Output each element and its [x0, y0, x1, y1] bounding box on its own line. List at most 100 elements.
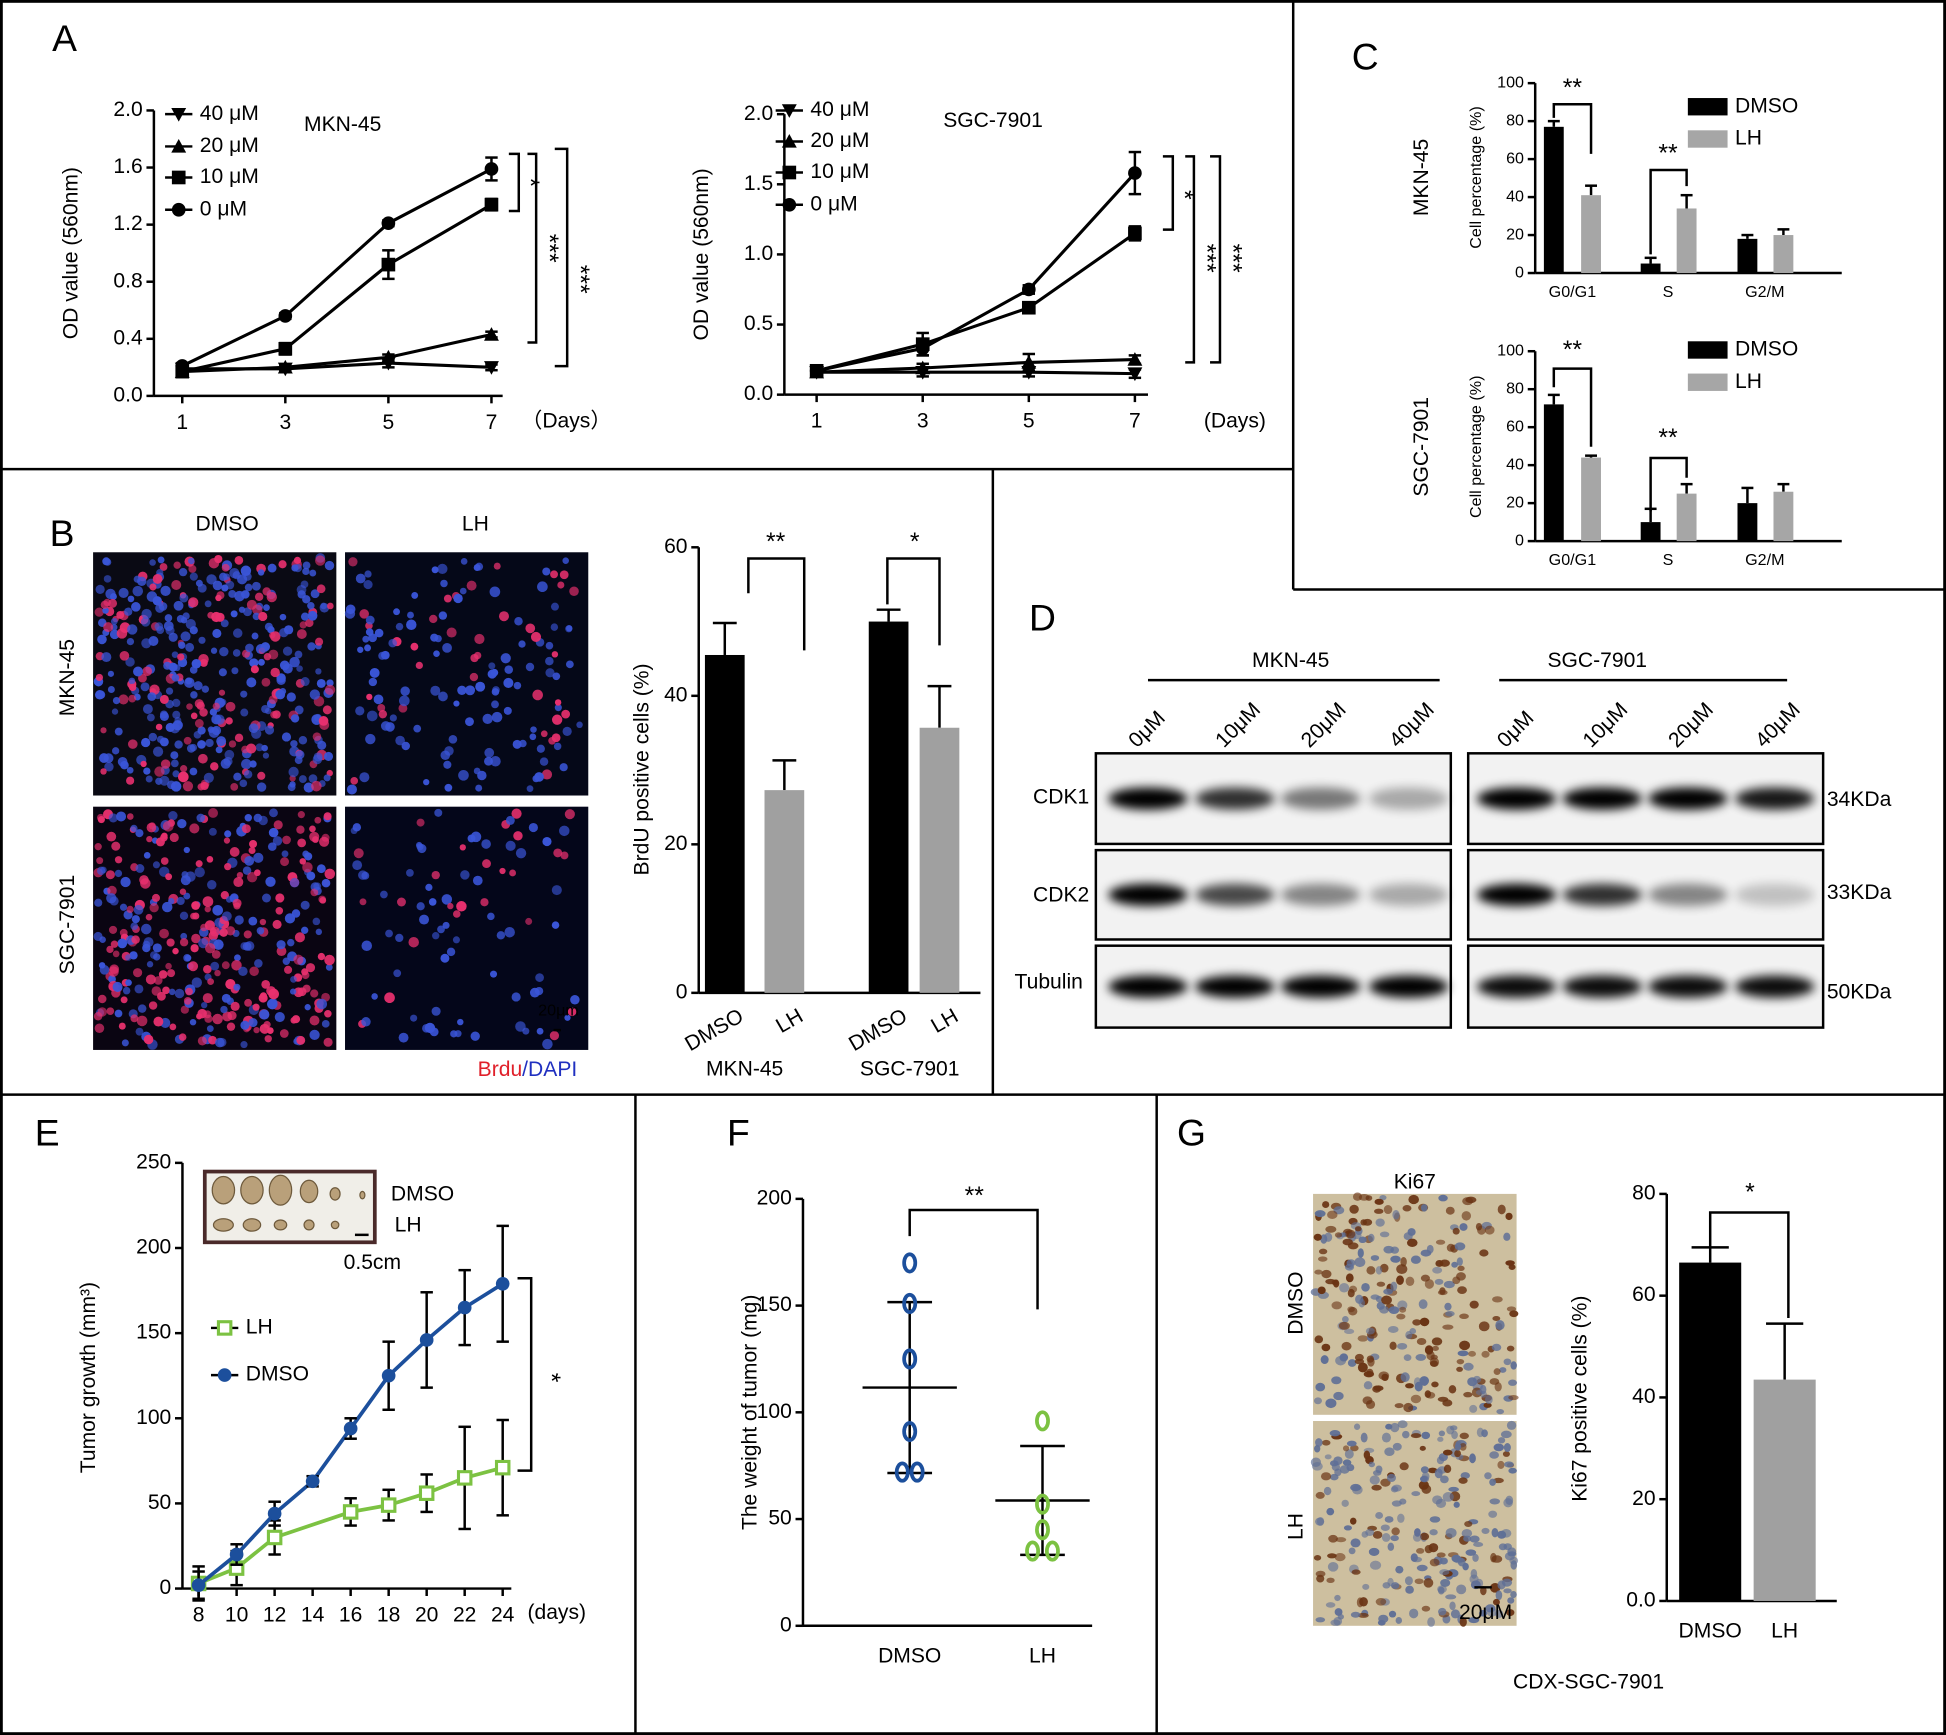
cell-nucleus	[490, 755, 501, 767]
cell-nucleus	[312, 917, 321, 926]
marker	[1021, 354, 1037, 369]
cell-nucleus	[438, 691, 448, 702]
cell-nucleus	[1421, 1431, 1431, 1440]
cell-nucleus	[165, 625, 175, 636]
cell-nucleus	[206, 1025, 214, 1033]
cell-nucleus	[395, 735, 405, 746]
cell-nucleus	[400, 686, 410, 696]
significance-label: *	[1170, 190, 1197, 200]
cell-nucleus	[208, 1035, 217, 1045]
cell-nucleus	[267, 563, 277, 573]
cell-nucleus	[1459, 1340, 1471, 1351]
y-tick-label: 50	[768, 1507, 791, 1530]
cell-nucleus	[125, 954, 132, 961]
cell-nucleus	[1503, 1443, 1511, 1453]
cell-nucleus	[126, 766, 134, 774]
cell-nucleus	[484, 756, 493, 766]
marker	[305, 1474, 320, 1489]
cell-nucleus	[201, 1001, 208, 1009]
y-tick-label: 80	[1506, 379, 1524, 397]
blot-band	[1476, 975, 1557, 998]
cell-nucleus	[1318, 1248, 1328, 1255]
marker	[191, 1578, 206, 1592]
cell-nucleus	[1402, 1205, 1412, 1212]
cell-nucleus	[518, 640, 526, 648]
bar	[1773, 491, 1794, 542]
cell-nucleus	[279, 1029, 289, 1038]
cell-nucleus	[437, 563, 448, 575]
series-line	[816, 370, 1135, 376]
cell-nucleus	[244, 855, 255, 866]
cell-nucleus	[100, 866, 107, 874]
cell-nucleus	[363, 579, 373, 590]
cell-nucleus	[1343, 1525, 1352, 1531]
column-label: LH	[462, 513, 489, 536]
cell-nucleus	[168, 662, 178, 672]
cell-nucleus	[244, 814, 252, 822]
cell-nucleus	[1459, 1432, 1469, 1440]
cell-nucleus	[248, 916, 258, 926]
cell-nucleus	[211, 725, 222, 736]
cell-nucleus	[452, 910, 461, 918]
cell-nucleus	[241, 824, 251, 834]
cell-nucleus	[233, 877, 244, 888]
cell-nucleus	[498, 611, 509, 622]
cell-nucleus	[1311, 1461, 1323, 1471]
cell-nucleus	[1376, 1281, 1386, 1287]
cell-nucleus	[413, 724, 422, 733]
cell-nucleus	[240, 690, 248, 698]
cell-nucleus	[1397, 1513, 1405, 1523]
cell-nucleus	[504, 926, 515, 938]
cell-nucleus	[135, 829, 144, 838]
cell-nucleus	[1492, 1296, 1503, 1303]
cell-nucleus	[231, 667, 239, 675]
cell-nucleus	[1390, 1281, 1398, 1292]
cell-nucleus	[1321, 1269, 1332, 1279]
cell-nucleus	[1443, 1280, 1455, 1289]
cell-nucleus	[176, 896, 185, 906]
significance-bracket	[1552, 103, 1593, 154]
data-point	[1035, 1519, 1050, 1541]
cell-nucleus	[133, 666, 144, 677]
cell-nucleus	[567, 1007, 577, 1017]
cell-nucleus	[279, 627, 289, 638]
cell-nucleus	[1334, 1608, 1343, 1616]
data-point	[909, 1461, 925, 1483]
cell-nucleus	[1434, 1278, 1444, 1285]
y-tick-label: 50	[148, 1491, 171, 1514]
cell-nucleus	[1357, 1248, 1364, 1258]
cell-nucleus	[106, 1007, 115, 1015]
cell-nucleus	[1379, 1195, 1387, 1201]
cell-nucleus	[1381, 1533, 1391, 1542]
y-tick-label: 40	[664, 683, 687, 706]
cell-nucleus	[94, 1023, 105, 1034]
cell-nucleus	[1365, 1327, 1375, 1335]
cell-nucleus	[1420, 1204, 1428, 1212]
x-tick-label: G0/G1	[1549, 551, 1597, 569]
cell-nucleus	[1437, 1289, 1448, 1296]
cell-nucleus	[416, 818, 425, 827]
cell-nucleus	[460, 870, 470, 880]
cell-nucleus	[1426, 1350, 1435, 1361]
cell-nucleus	[1380, 1478, 1391, 1487]
cell-nucleus	[211, 950, 221, 959]
cell-nucleus	[1354, 1226, 1362, 1232]
cell-nucleus	[289, 877, 300, 888]
cell-nucleus	[1344, 1328, 1355, 1335]
cell-nucleus	[1390, 1422, 1400, 1433]
marker	[175, 359, 190, 373]
cell-nucleus	[1325, 1225, 1337, 1233]
cell-nucleus	[489, 586, 501, 598]
cell-nucleus	[1443, 1464, 1452, 1474]
cell-nucleus	[112, 747, 120, 755]
bar	[1676, 493, 1697, 542]
cell-nucleus	[1418, 1299, 1428, 1310]
cell-nucleus	[1375, 1465, 1383, 1474]
cell-nucleus	[202, 896, 214, 907]
cell-nucleus	[566, 625, 573, 632]
y-tick-label: 1.6	[113, 155, 142, 178]
cell-nucleus	[94, 898, 103, 907]
cell-nucleus	[234, 556, 244, 565]
blot-band	[1195, 975, 1275, 998]
lane-label: 0μM	[1493, 707, 1539, 753]
